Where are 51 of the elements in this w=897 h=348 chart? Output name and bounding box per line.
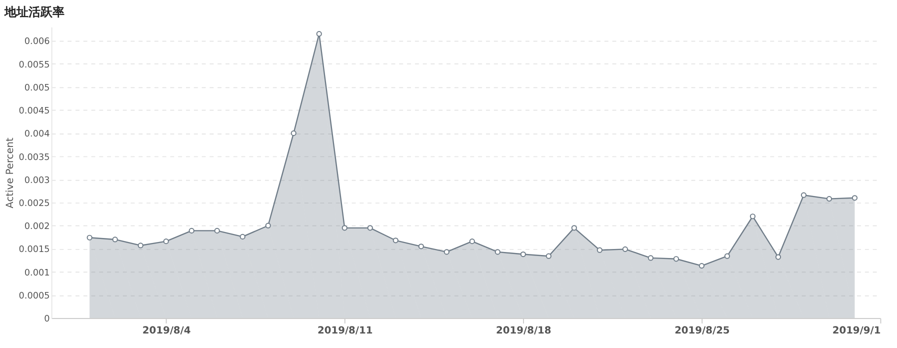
- point: [571, 225, 577, 231]
- x-tick-label: 2019/8/11: [317, 325, 373, 336]
- point: [188, 228, 194, 234]
- y-tick-label: 0.0015: [18, 245, 50, 256]
- y-tick-label: 0.004: [24, 130, 50, 140]
- y-tick-label: 0.0045: [18, 106, 50, 117]
- point: [342, 225, 348, 231]
- x-tick-label: 2019/8/18: [496, 325, 552, 336]
- point: [214, 228, 220, 234]
- y-tick-label: 0.002: [24, 222, 50, 232]
- y-tick-label: 0.003: [24, 176, 50, 186]
- point: [138, 242, 144, 248]
- point: [622, 246, 628, 252]
- point: [240, 234, 246, 240]
- point: [546, 253, 552, 259]
- y-tick-label: 0.0035: [18, 152, 50, 163]
- point: [494, 249, 500, 255]
- x-tick-label: 2019/9/1: [832, 325, 881, 336]
- point: [724, 253, 730, 259]
- chart-title: 地址活跃率: [3, 5, 64, 20]
- x-tick-label: 2019/8/4: [142, 325, 191, 336]
- point: [265, 222, 271, 228]
- point: [800, 192, 807, 198]
- point: [648, 255, 654, 261]
- point: [469, 238, 475, 244]
- point: [750, 214, 756, 220]
- point: [316, 31, 322, 37]
- y-tick-label: 0: [44, 314, 50, 324]
- point: [163, 238, 169, 244]
- point: [86, 234, 92, 240]
- point: [673, 256, 679, 262]
- point: [520, 251, 526, 258]
- y-tick-label: 0.0055: [18, 60, 50, 70]
- y-tick-label: 0.006: [24, 37, 50, 48]
- point: [852, 195, 858, 201]
- point: [596, 247, 602, 253]
- point: [367, 225, 373, 231]
- y-tick-label: 0.0025: [18, 198, 50, 209]
- point: [826, 196, 832, 202]
- point: [290, 130, 296, 136]
- point: [392, 238, 398, 244]
- y-tick-label: 0.0005: [18, 291, 50, 302]
- point: [444, 249, 450, 255]
- y-axis-title: Active Percent: [4, 137, 16, 208]
- y-tick-label: 0.005: [24, 83, 50, 94]
- point: [698, 263, 704, 269]
- x-tick-label: 2019/8/25: [674, 325, 730, 336]
- y-tick-label: 0.001: [24, 268, 50, 278]
- point: [418, 244, 424, 250]
- point: [112, 236, 118, 242]
- point: [775, 254, 782, 260]
